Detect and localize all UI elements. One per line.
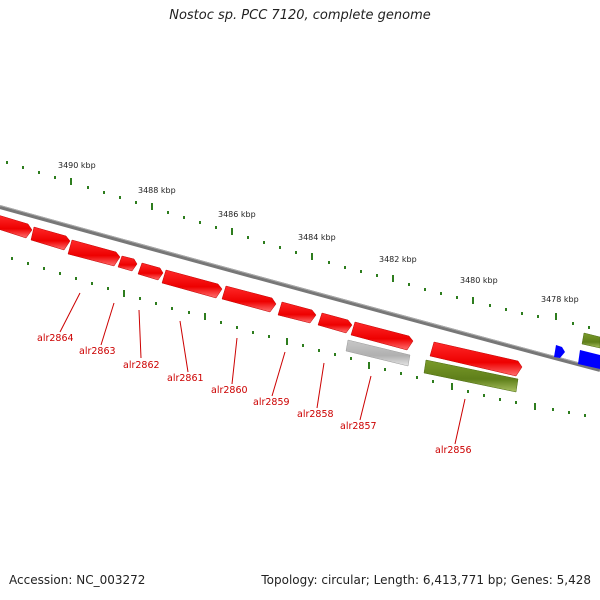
gene-arrow: [117, 255, 138, 272]
scale-label: 3486 kbp: [218, 210, 256, 219]
gene-label: alr2860: [211, 385, 248, 396]
scale-labels: 3490 kbp 3488 kbp 3486 kbp 3484 kbp 3482…: [58, 161, 579, 304]
accession-text: Accession: NC_003272: [9, 573, 146, 587]
other-strand-genes[interactable]: [423, 332, 600, 393]
gene-arrow: [578, 350, 600, 369]
gene-label: alr2859: [253, 397, 290, 408]
gene-arrow: [30, 226, 71, 251]
gene-arrow: [137, 262, 164, 281]
gene-label-leaders: [59, 292, 466, 445]
gene-label: alr2858: [297, 409, 334, 420]
scale-label: 3484 kbp: [298, 233, 336, 242]
genome-summary-text: Topology: circular; Length: 6,413,771 bp…: [261, 573, 591, 587]
scale-label: 3490 kbp: [58, 161, 96, 170]
gene-arrow: [67, 239, 121, 267]
scale-label: 3488 kbp: [138, 186, 176, 195]
gene-label: alr2857: [340, 421, 377, 432]
scale-label: 3478 kbp: [541, 295, 579, 304]
gene-arrow: [221, 285, 277, 313]
blue-features[interactable]: [554, 345, 600, 369]
gene-label: alr2856: [435, 445, 472, 456]
gene-arrow: [317, 312, 353, 334]
gene-arrow: [554, 345, 565, 358]
gene-label: alr2861: [167, 373, 204, 384]
gene-label: alr2862: [123, 360, 160, 371]
scale-label: 3482 kbp: [379, 255, 417, 264]
gene-arrow: [581, 332, 600, 349]
gene-label: alr2864: [37, 333, 74, 344]
gene-arrow: [429, 341, 523, 377]
outer-scale: [6, 161, 590, 329]
genome-backbone: [0, 205, 600, 372]
forward-genes[interactable]: [0, 215, 523, 377]
pseudogene-feature[interactable]: [345, 339, 411, 367]
gene-arrow: [423, 359, 519, 393]
gene-arrow: [350, 321, 414, 351]
gene-arrow: [277, 301, 317, 324]
gene-labels: alr2864 alr2863 alr2862 alr2861 alr2860 …: [37, 333, 472, 456]
inner-scale: [11, 257, 586, 417]
gene-arrow: [0, 215, 33, 239]
gene-label: alr2863: [79, 346, 116, 357]
scale-label: 3480 kbp: [460, 276, 498, 285]
gene-arrow: [161, 269, 223, 299]
map-title: Nostoc sp. PCC 7120, complete genome: [169, 8, 431, 23]
